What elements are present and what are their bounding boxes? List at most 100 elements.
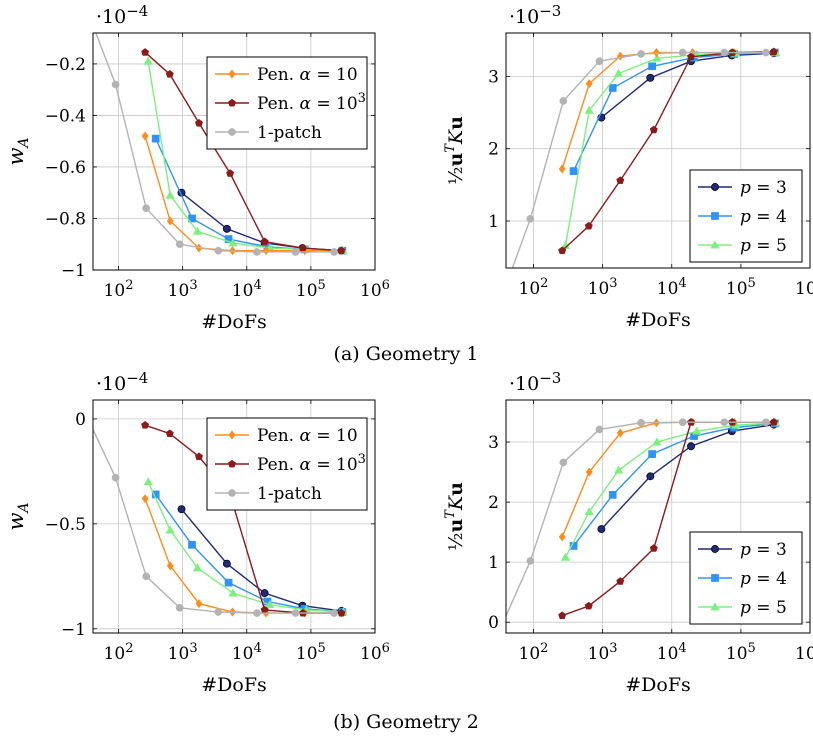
data-point-pen1000 bbox=[769, 47, 778, 56]
y-tick-label: −0.4 bbox=[45, 106, 86, 126]
data-point-patch1 bbox=[720, 418, 729, 427]
legend-label-p4: p = 4 bbox=[740, 207, 787, 227]
data-point-p3 bbox=[260, 589, 269, 598]
data-point-p5 bbox=[143, 56, 153, 65]
y-tick-label: 1 bbox=[488, 212, 499, 232]
data-point-p5 bbox=[228, 238, 238, 247]
y-scale-factor: ·10−3 bbox=[509, 2, 561, 28]
data-point-p5 bbox=[584, 105, 594, 114]
data-point-pen10 bbox=[141, 131, 149, 141]
data-point-p4 bbox=[648, 62, 656, 71]
data-point-p5 bbox=[228, 588, 238, 597]
data-point-pen1000 bbox=[584, 221, 593, 230]
legend-marker-p5 bbox=[710, 240, 720, 249]
plot-area bbox=[506, 417, 781, 619]
data-point-patch1 bbox=[678, 418, 687, 427]
plot-area bbox=[93, 420, 348, 618]
data-point-patch1 bbox=[559, 97, 568, 105]
y-scale-factor: ·10−4 bbox=[96, 369, 148, 395]
x-tick-label: 103 bbox=[588, 276, 618, 299]
data-point-p5 bbox=[143, 477, 153, 486]
x-tick-label: 102 bbox=[104, 641, 134, 664]
y-scale-factor: ·10−3 bbox=[509, 369, 561, 395]
data-point-p5 bbox=[692, 426, 702, 435]
data-point-p4 bbox=[608, 491, 617, 499]
data-point-pen1000 bbox=[165, 429, 174, 437]
data-point-patch1 bbox=[526, 214, 535, 223]
legend-label-pen1000: Pen. α = 103 bbox=[257, 452, 366, 475]
series-line-patch1 bbox=[95, 33, 335, 253]
y-scale-factor: ·10−4 bbox=[96, 2, 148, 28]
legend-marker-pen10 bbox=[228, 69, 236, 79]
x-tick-label: 105 bbox=[296, 641, 326, 664]
x-tick-label: 103 bbox=[168, 278, 198, 301]
legend-marker-pen10 bbox=[228, 430, 236, 440]
data-point-patch1 bbox=[526, 557, 535, 565]
legend-marker-p4 bbox=[711, 212, 719, 220]
legend: Pen. α = 10 Pen. α = 103 1-patch bbox=[206, 417, 368, 511]
x-tick-label: 105 bbox=[726, 276, 756, 299]
x-tick-label: 106 bbox=[360, 641, 390, 664]
data-point-p3 bbox=[222, 224, 231, 233]
data-point-p5 bbox=[265, 599, 275, 609]
x-tick-label: 104 bbox=[232, 641, 262, 664]
data-point-p5 bbox=[584, 506, 594, 516]
series-line-p3 bbox=[180, 508, 342, 612]
data-point-pen1000 bbox=[337, 608, 346, 617]
data-point-p3 bbox=[177, 505, 186, 514]
data-point-pen10 bbox=[585, 78, 593, 89]
x-tick-label: 102 bbox=[104, 278, 134, 301]
data-point-p5 bbox=[613, 465, 624, 474]
legend: p = 3 p = 4 p = 5 bbox=[689, 169, 803, 263]
x-tick-label: 105 bbox=[726, 641, 756, 664]
data-point-patch1 bbox=[595, 425, 604, 434]
y-tick-label: 3 bbox=[488, 433, 499, 453]
x-axis-label: #DoFs bbox=[201, 311, 267, 333]
legend-label-p5: p = 5 bbox=[740, 236, 787, 256]
legend-label-p3: p = 3 bbox=[740, 178, 787, 198]
legend-label-p4: p = 4 bbox=[740, 569, 787, 589]
x-axis-label: #DoFs bbox=[201, 674, 267, 696]
data-point-patch1 bbox=[111, 473, 120, 482]
legend-marker-p5 bbox=[710, 602, 720, 611]
data-point-pen1000 bbox=[558, 611, 567, 619]
legend: p = 3 p = 4 p = 5 bbox=[689, 531, 803, 625]
data-point-pen1000 bbox=[195, 118, 204, 127]
legend-label-patch1: 1-patch bbox=[257, 484, 322, 504]
data-point-patch1 bbox=[637, 418, 645, 427]
axes-frame bbox=[92, 399, 376, 634]
data-point-p4 bbox=[151, 134, 160, 143]
data-point-pen10 bbox=[166, 216, 174, 226]
data-point-pen1000 bbox=[649, 544, 658, 552]
legend-label-pen10: Pen. α = 10 bbox=[257, 426, 358, 446]
data-point-patch1 bbox=[175, 603, 184, 612]
data-point-pen10 bbox=[558, 164, 566, 174]
data-point-pen1000 bbox=[558, 246, 567, 255]
y-axis-label: ½uTKu bbox=[443, 116, 467, 185]
legend-label-pen1000: Pen. α = 103 bbox=[257, 91, 366, 114]
legend-marker-pen1000 bbox=[227, 459, 237, 468]
x-tick-label: 104 bbox=[657, 641, 687, 664]
y-tick-label: −1 bbox=[61, 620, 86, 640]
data-point-p4 bbox=[224, 235, 233, 243]
y-tick-label: −0.8 bbox=[45, 209, 86, 229]
y-tick-label: 2 bbox=[488, 493, 499, 513]
data-point-pen10 bbox=[141, 494, 149, 504]
data-point-pen1000 bbox=[769, 418, 778, 426]
legend-label-p5: p = 5 bbox=[740, 598, 787, 618]
series-line-pen10 bbox=[144, 135, 342, 252]
x-tick-label: 104 bbox=[657, 276, 687, 299]
legend-marker-p3 bbox=[711, 183, 719, 191]
data-point-p5 bbox=[192, 563, 203, 572]
data-point-p5 bbox=[192, 226, 203, 235]
data-point-pen1000 bbox=[141, 48, 150, 56]
data-point-patch1 bbox=[175, 240, 184, 249]
legend-label-p3: p = 3 bbox=[740, 540, 787, 560]
data-point-pen10 bbox=[585, 467, 593, 477]
data-point-pen10 bbox=[558, 532, 566, 542]
data-point-patch1 bbox=[253, 609, 261, 617]
data-point-p3 bbox=[597, 525, 606, 534]
x-tick-label: 102 bbox=[519, 641, 549, 664]
data-point-patch1 bbox=[678, 48, 687, 57]
data-point-pen1000 bbox=[141, 420, 150, 429]
